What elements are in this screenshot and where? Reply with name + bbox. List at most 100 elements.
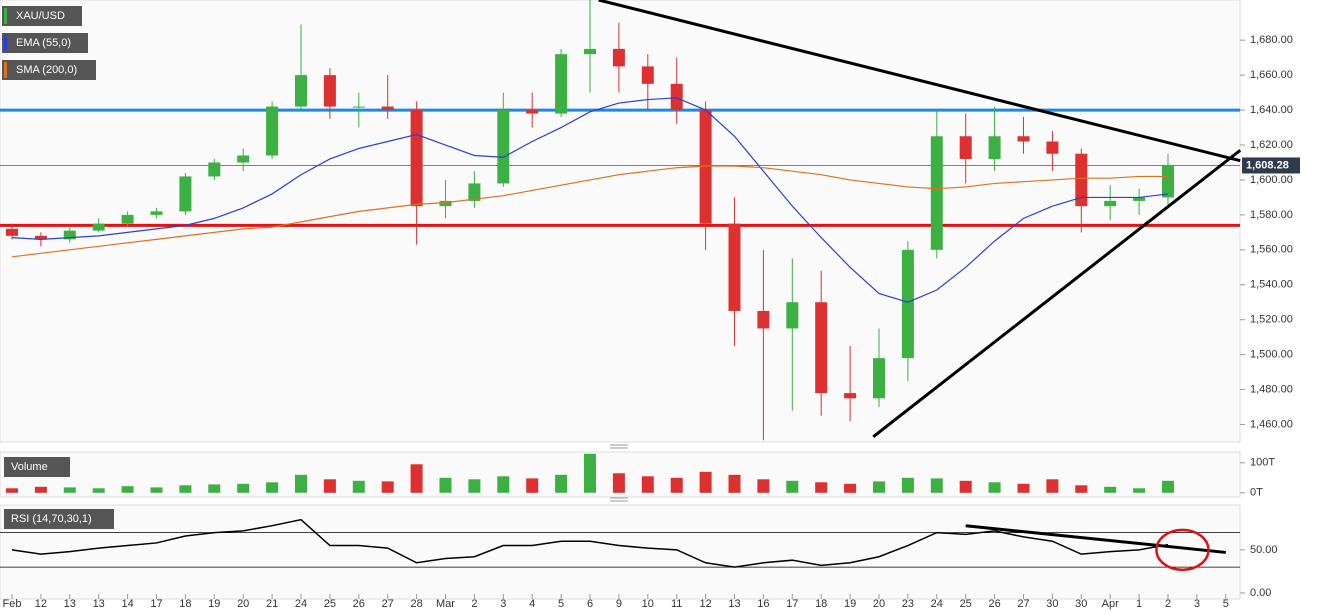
- y-tick-label: 1,500.00: [1250, 349, 1293, 361]
- y-tick-label: 1,520.00: [1250, 314, 1293, 326]
- x-tick-label: 24: [931, 598, 943, 610]
- volume-bar: [179, 485, 192, 493]
- trendline: [598, 0, 1241, 163]
- volume-bar: [237, 483, 250, 493]
- x-tick-label: 17: [150, 598, 162, 610]
- volume-bar: [352, 480, 365, 493]
- candle-body: [1075, 153, 1088, 207]
- candle-body: [1133, 197, 1146, 201]
- volume-bar: [34, 486, 47, 493]
- x-tick-label: 12: [699, 598, 711, 610]
- candle-body: [410, 110, 423, 207]
- x-tick-label: 13: [728, 598, 740, 610]
- x-tick-label: 21: [266, 598, 278, 610]
- volume-bar: [757, 479, 770, 493]
- candle-body: [150, 211, 163, 215]
- y-tick-label: 1,600.00: [1250, 174, 1293, 186]
- y-tick-label: 1,560.00: [1250, 244, 1293, 256]
- volume-bar: [699, 471, 712, 493]
- candle-body: [1104, 200, 1117, 207]
- volume-bar: [323, 479, 336, 493]
- x-tick-label: 23: [902, 598, 914, 610]
- x-tick-label: 17: [786, 598, 798, 610]
- volume-bar: [150, 487, 163, 493]
- x-tick-label: 5: [1223, 598, 1229, 610]
- volume-bar: [439, 477, 452, 493]
- volume-bar: [1075, 485, 1088, 493]
- candle-body: [266, 106, 279, 156]
- x-tick-label: 12: [35, 598, 47, 610]
- x-tick-label: 18: [815, 598, 827, 610]
- x-tick-label: 20: [237, 598, 249, 610]
- volume-bar: [1017, 483, 1030, 493]
- x-tick-label: 13: [93, 598, 105, 610]
- volume-bar: [1133, 488, 1146, 493]
- candle-body: [92, 223, 105, 231]
- candle-body: [526, 110, 539, 114]
- legend-box: [2, 60, 96, 80]
- candle-body: [699, 110, 712, 224]
- candle-body: [670, 83, 683, 111]
- y-tick-label: 1,640.00: [1250, 104, 1293, 116]
- candle-body: [612, 48, 625, 67]
- x-tick-label: 19: [844, 598, 856, 610]
- volume-bar: [1046, 479, 1059, 493]
- x-tick-label: 30: [1075, 598, 1087, 610]
- candle-body: [323, 75, 336, 107]
- candle-body: [584, 48, 596, 55]
- candle-body: [757, 310, 770, 329]
- candle-body: [901, 249, 914, 359]
- x-tick-label: 30: [1046, 598, 1058, 610]
- y-tick-label: 0.00: [1250, 587, 1271, 599]
- y-tick-label: 0T: [1250, 487, 1263, 499]
- y-tick-label: 1,660.00: [1250, 69, 1293, 81]
- x-tick-label: 14: [121, 598, 133, 610]
- x-tick-label: 1: [1136, 598, 1142, 610]
- volume-bar: [584, 453, 596, 493]
- y-tick-label: 1,620.00: [1250, 139, 1293, 151]
- candle-body: [555, 54, 568, 114]
- candle-body: [468, 183, 481, 201]
- legend-swatch: [4, 62, 7, 78]
- candle-body: [728, 223, 741, 311]
- y-tick-label: 1,480.00: [1250, 383, 1293, 395]
- legend-swatch: [4, 8, 7, 24]
- x-tick-label: 6: [587, 598, 593, 610]
- candle-body: [641, 66, 654, 84]
- candle-body: [1046, 141, 1059, 154]
- volume-bar: [844, 483, 857, 493]
- x-tick-label: 2: [1165, 598, 1171, 610]
- candle-body: [786, 302, 799, 329]
- legend-box: [2, 33, 88, 53]
- candle-body: [381, 106, 394, 111]
- x-tick-label: 2: [471, 598, 477, 610]
- volume-bar: [1104, 486, 1117, 493]
- candle-body: [1162, 165, 1174, 198]
- x-tick-label: 24: [295, 598, 307, 610]
- x-tick-label: 3: [500, 598, 506, 610]
- volume-bar: [555, 474, 568, 493]
- x-tick-label: 13: [64, 598, 76, 610]
- x-tick-label: 9: [616, 598, 622, 610]
- volume-bar: [526, 478, 539, 493]
- candle-body: [208, 162, 221, 177]
- candle-body: [873, 358, 885, 399]
- x-tick-label: 3: [1194, 598, 1200, 610]
- x-tick-label: 26: [353, 598, 365, 610]
- x-tick-label: 27: [382, 598, 394, 610]
- candle-body: [121, 214, 134, 224]
- rsi-pane: [0, 504, 1241, 600]
- volume-bar: [295, 474, 307, 493]
- x-tick-label: Feb: [3, 598, 22, 610]
- candle-body: [6, 228, 18, 236]
- pane-title: Volume: [11, 461, 48, 473]
- x-tick-label: 28: [410, 598, 422, 610]
- volume-bar: [381, 481, 394, 493]
- volume-bar: [786, 480, 799, 493]
- volume-bar: [988, 482, 1001, 493]
- x-tick-label: 10: [642, 598, 654, 610]
- rsi-line: [11, 518, 1169, 568]
- volume-bar: [121, 486, 134, 493]
- volume-bar: [959, 480, 972, 493]
